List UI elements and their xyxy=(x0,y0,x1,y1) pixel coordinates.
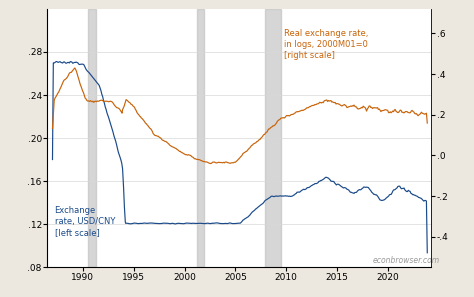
Bar xyxy=(197,9,204,267)
Text: Real exchange rate,
in logs, 2000M01=0
[right scale]: Real exchange rate, in logs, 2000M01=0 [… xyxy=(284,29,368,61)
Text: econbrowser.com: econbrowser.com xyxy=(373,256,439,265)
Bar xyxy=(88,9,96,267)
Text: Exchange
rate, USD/CNY
[left scale]: Exchange rate, USD/CNY [left scale] xyxy=(55,206,115,237)
Bar xyxy=(265,9,281,267)
